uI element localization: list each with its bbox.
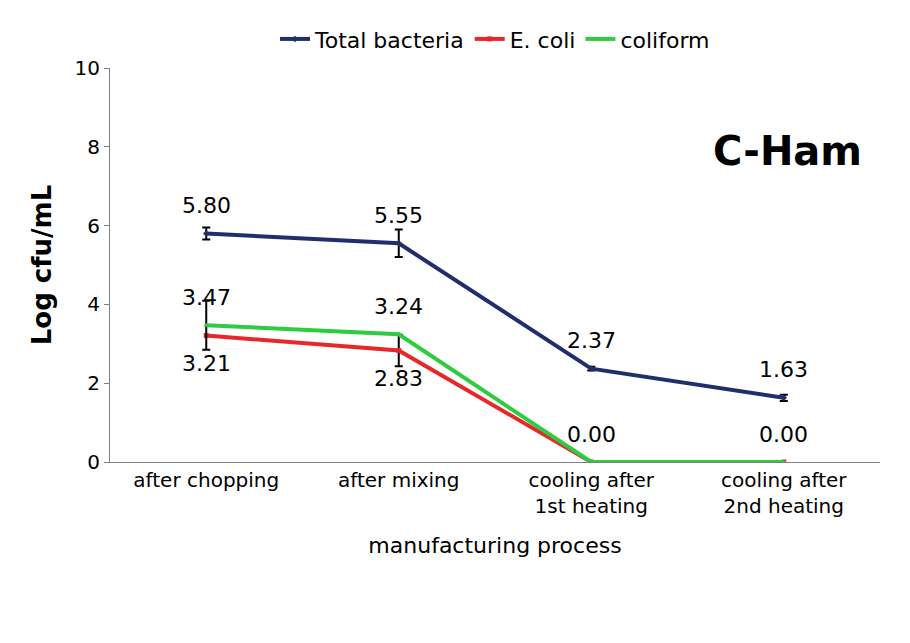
svg-text:Log cfu/mL: Log cfu/mL xyxy=(27,185,57,345)
svg-text:4: 4 xyxy=(87,292,100,316)
svg-text:2.37: 2.37 xyxy=(567,328,616,353)
svg-text:2: 2 xyxy=(87,371,100,395)
svg-text:0: 0 xyxy=(87,450,100,474)
svg-text:10: 10 xyxy=(75,56,100,80)
svg-text:E. coli: E. coli xyxy=(510,28,576,53)
svg-text:0.00: 0.00 xyxy=(567,422,616,447)
svg-text:cooling after1st heating: cooling after1st heating xyxy=(528,468,654,518)
svg-text:3.21: 3.21 xyxy=(182,351,231,376)
svg-text:after mixing: after mixing xyxy=(338,468,459,492)
svg-text:8: 8 xyxy=(87,135,100,159)
svg-text:5.80: 5.80 xyxy=(182,193,231,218)
svg-text:3.24: 3.24 xyxy=(374,294,423,319)
svg-text:coliform: coliform xyxy=(620,28,709,53)
svg-text:0.00: 0.00 xyxy=(759,422,808,447)
svg-text:6: 6 xyxy=(87,214,100,238)
svg-text:Total bacteria: Total bacteria xyxy=(314,28,464,53)
svg-text:cooling after2nd heating: cooling after2nd heating xyxy=(721,468,847,518)
svg-text:after chopping: after chopping xyxy=(133,468,279,492)
svg-text:5.55: 5.55 xyxy=(374,203,423,228)
svg-text:3.47: 3.47 xyxy=(182,285,231,310)
svg-text:2.83: 2.83 xyxy=(374,366,423,391)
svg-text:C-Ham: C-Ham xyxy=(713,128,862,174)
svg-text:1.63: 1.63 xyxy=(759,357,808,382)
svg-text:manufacturing process: manufacturing process xyxy=(368,533,621,558)
